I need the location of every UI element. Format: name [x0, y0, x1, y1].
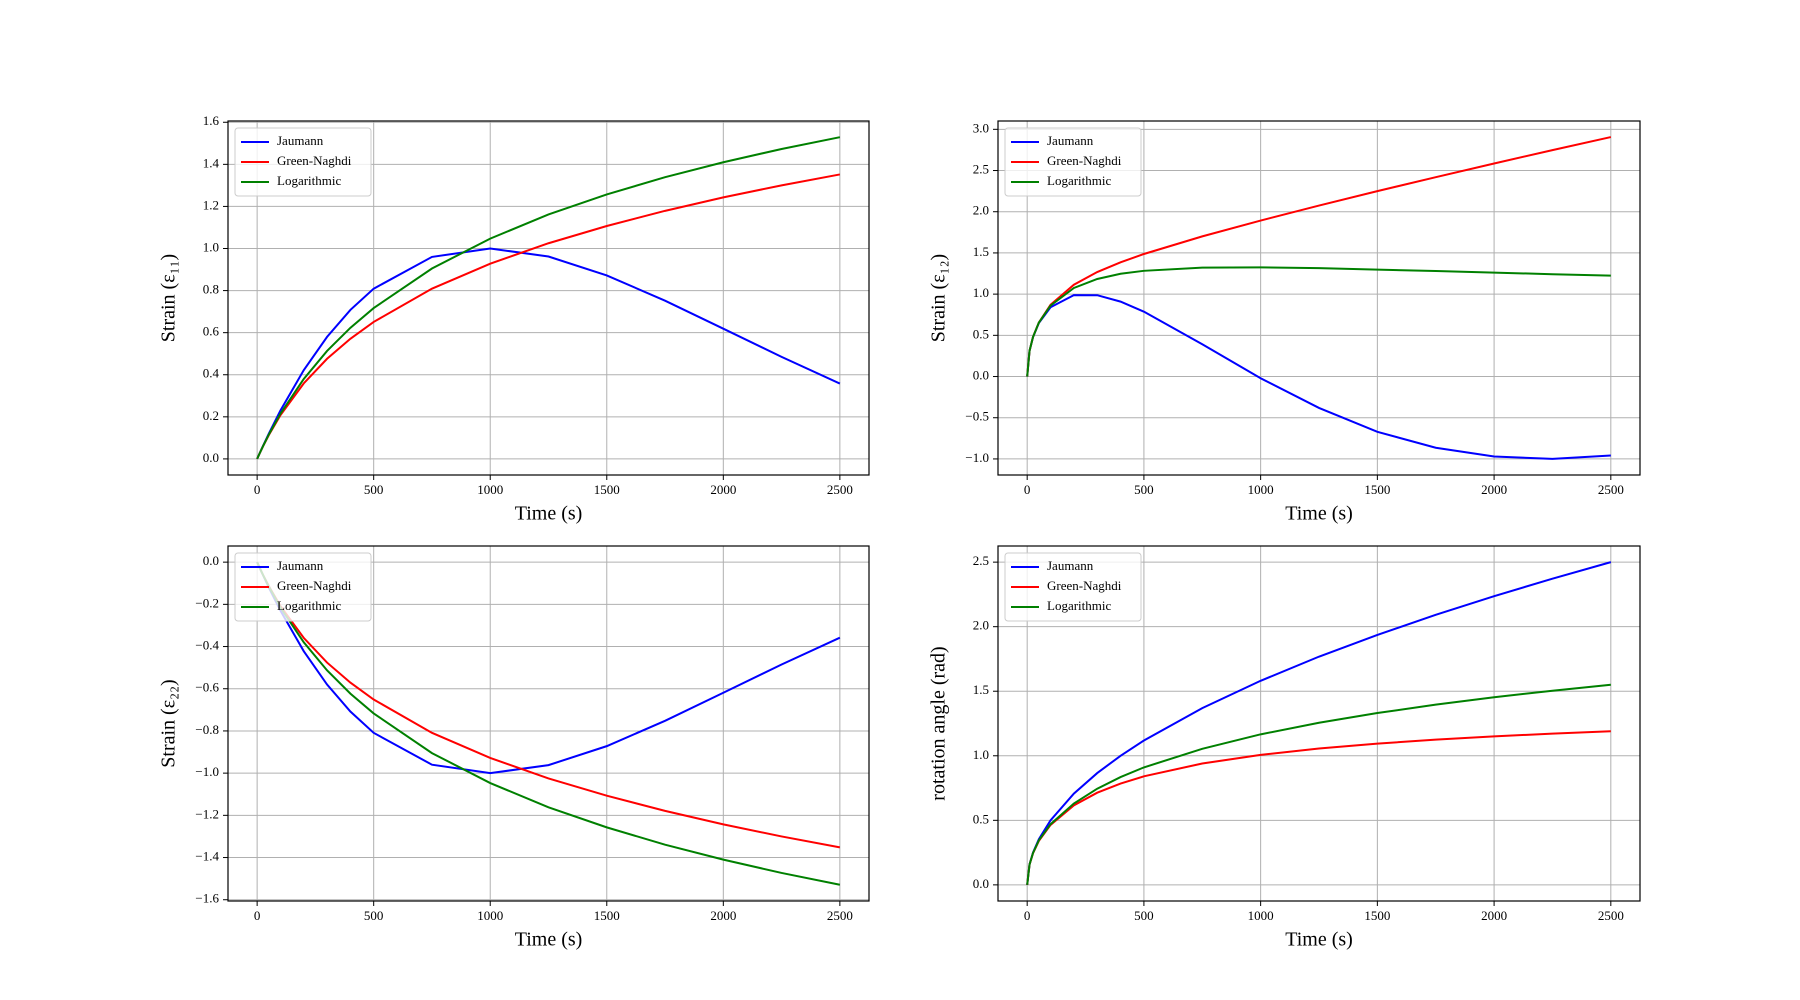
y-tick-label: 0.5	[973, 326, 989, 341]
x-tick-label: 0	[1024, 908, 1031, 923]
y-tick-label: −1.6	[195, 891, 219, 906]
y-tick-label: 2.5	[973, 162, 989, 177]
x-tick-label: 2500	[1598, 908, 1624, 923]
y-tick-label: 0.0	[203, 450, 219, 465]
legend-label: Jaumann	[1047, 133, 1094, 148]
x-tick-label: 1000	[1248, 908, 1274, 923]
legend-label: Green-Naghdi	[277, 578, 352, 593]
axes-frame	[227, 120, 870, 476]
y-tick-label: 0.8	[203, 282, 219, 297]
axes-frame	[227, 545, 870, 902]
legend-box	[1004, 552, 1142, 622]
x-tick-label: 500	[1134, 908, 1154, 923]
legend-box	[234, 127, 372, 197]
axes-frame	[997, 545, 1641, 902]
subplot: 0 500 1000 1500 2000 2500 −1.6 −1.4 −1.2 −1.0 −0.8…	[158, 545, 870, 951]
y-tick-label: 2.0	[973, 203, 989, 218]
x-tick-label: 1500	[1364, 908, 1390, 923]
x-axis-label: Time (s)	[515, 929, 583, 951]
y-tick-label: 1.0	[973, 747, 989, 762]
y-tick-label: 1.5	[973, 244, 989, 259]
x-tick-label: 1500	[594, 908, 620, 923]
data-line	[1026, 266, 1611, 377]
x-tick-label: 500	[1134, 482, 1154, 497]
subplot: 0 500 1000 1500 2000 2500 0.0 0.2 0.4 0.6 0.8 1.0 1.…	[158, 113, 870, 525]
x-tick-label: 500	[364, 908, 384, 923]
y-axis-label: Strain (ε₁₁)	[158, 254, 180, 342]
x-tick-label: 2500	[1598, 482, 1624, 497]
x-tick-label: 1500	[594, 482, 620, 497]
y-tick-label: −1.0	[195, 764, 219, 779]
x-tick-label: 1500	[1364, 482, 1390, 497]
x-tick-label: 2500	[827, 482, 853, 497]
x-tick-label: 0	[254, 482, 261, 497]
x-tick-label: 2000	[1481, 482, 1507, 497]
axes-frame	[997, 120, 1641, 476]
y-tick-label: 1.2	[203, 197, 219, 212]
x-axis-label: Time (s)	[515, 503, 583, 525]
y-tick-label: 1.4	[203, 155, 220, 170]
data-line	[1026, 683, 1611, 885]
legend-label: Green-Naghdi	[1047, 153, 1122, 168]
x-tick-label: 0	[254, 908, 261, 923]
y-tick-label: −0.8	[195, 722, 219, 737]
y-tick-label: 0.2	[203, 408, 219, 423]
legend-label: Jaumann	[1047, 558, 1094, 573]
legend-box	[1004, 127, 1142, 197]
y-tick-label: 2.5	[973, 553, 989, 568]
y-axis-label: Strain (ε₂₂)	[158, 679, 180, 767]
y-tick-label: −1.2	[195, 806, 219, 821]
x-tick-label: 1000	[1248, 482, 1274, 497]
legend-label: Logarithmic	[277, 598, 341, 613]
legend-label: Logarithmic	[1047, 598, 1111, 613]
subplot: 0 500 1000 1500 2000 2500 −1.0 −0.5 0.0 0.5 1.0 1.5…	[928, 120, 1641, 525]
legend: Jaumann Green-Naghdi Logarithmic	[1004, 127, 1142, 197]
legend-box	[234, 552, 372, 622]
legend-label: Green-Naghdi	[277, 153, 352, 168]
legend-label: Logarithmic	[1047, 173, 1111, 188]
y-tick-label: 0.0	[973, 368, 989, 383]
x-axis-label: Time (s)	[1285, 929, 1353, 951]
x-tick-label: 2000	[710, 908, 736, 923]
y-tick-label: 0.4	[203, 366, 220, 381]
x-tick-label: 1000	[477, 908, 503, 923]
subplot: 0 500 1000 1500 2000 2500 0.0 0.5 1.0 1.5 2.0 2.5 Ti…	[928, 545, 1641, 951]
y-tick-label: 0.6	[203, 324, 220, 339]
x-tick-label: 2000	[710, 482, 736, 497]
y-tick-label: 1.0	[203, 239, 219, 254]
y-tick-label: −0.5	[965, 409, 989, 424]
legend: Jaumann Green-Naghdi Logarithmic	[234, 127, 372, 197]
y-tick-label: −0.4	[195, 638, 219, 653]
y-tick-label: 1.6	[203, 113, 220, 128]
y-tick-label: −0.6	[195, 680, 219, 695]
y-tick-label: 2.0	[973, 618, 989, 633]
x-tick-label: 2000	[1481, 908, 1507, 923]
y-tick-label: 3.0	[973, 120, 989, 135]
legend: Jaumann Green-Naghdi Logarithmic	[234, 552, 372, 622]
legend-label: Logarithmic	[277, 173, 341, 188]
y-tick-label: 1.5	[973, 682, 989, 697]
y-axis-label: rotation angle (rad)	[928, 646, 950, 800]
legend-label: Jaumann	[277, 133, 324, 148]
y-tick-label: −0.2	[195, 595, 219, 610]
y-tick-label: 0.0	[203, 553, 219, 568]
y-tick-label: 0.0	[973, 876, 989, 891]
legend: Jaumann Green-Naghdi Logarithmic	[1004, 552, 1142, 622]
y-tick-label: −1.4	[195, 849, 219, 864]
x-tick-label: 2500	[827, 908, 853, 923]
y-axis-label: Strain (ε₁₂)	[928, 254, 950, 342]
legend-label: Green-Naghdi	[1047, 578, 1122, 593]
y-tick-label: 1.0	[973, 285, 989, 300]
y-tick-label: −1.0	[965, 450, 989, 465]
y-tick-label: 0.5	[973, 811, 989, 826]
x-tick-label: 500	[364, 482, 384, 497]
x-tick-label: 0	[1024, 482, 1031, 497]
legend-label: Jaumann	[277, 558, 324, 573]
data-line	[256, 136, 841, 460]
x-tick-label: 1000	[477, 482, 503, 497]
x-axis-label: Time (s)	[1285, 503, 1353, 525]
